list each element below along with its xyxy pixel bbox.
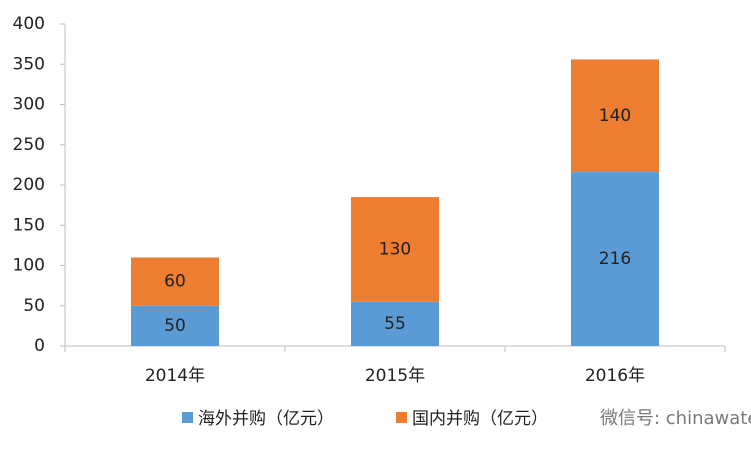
bar-segment	[351, 197, 439, 302]
y-tick-label: 300	[13, 95, 45, 115]
data-label: 216	[599, 249, 631, 269]
watermark: 微信号: chinawaternet	[600, 408, 751, 429]
bar-segment	[131, 257, 219, 306]
data-label: 140	[599, 106, 631, 126]
y-tick-label: 350	[13, 54, 45, 74]
data-label: 60	[164, 272, 186, 292]
y-tick-label: 250	[13, 135, 45, 155]
y-tick-label: 100	[13, 256, 45, 276]
legend-swatch	[182, 412, 193, 423]
x-tick-label: 2014年	[145, 366, 205, 386]
bar-segment	[571, 172, 659, 346]
bar-segment	[571, 59, 659, 173]
y-tick-label: 400	[13, 14, 45, 34]
legend-label: 海外并购（亿元）	[198, 409, 334, 429]
bar-segment	[351, 301, 439, 346]
data-label: 50	[164, 316, 186, 336]
data-label: 130	[379, 239, 411, 259]
data-label: 55	[384, 314, 406, 334]
y-tick-label: 200	[13, 175, 45, 195]
y-tick-label: 0	[34, 336, 45, 356]
x-tick-label: 2016年	[585, 366, 645, 386]
x-tick-label: 2015年	[365, 366, 425, 386]
legend-swatch	[396, 412, 407, 423]
bar-segment	[131, 305, 219, 346]
y-tick-label: 50	[23, 296, 45, 316]
legend-label: 国内并购（亿元）	[412, 409, 548, 429]
y-tick-label: 150	[13, 215, 45, 235]
